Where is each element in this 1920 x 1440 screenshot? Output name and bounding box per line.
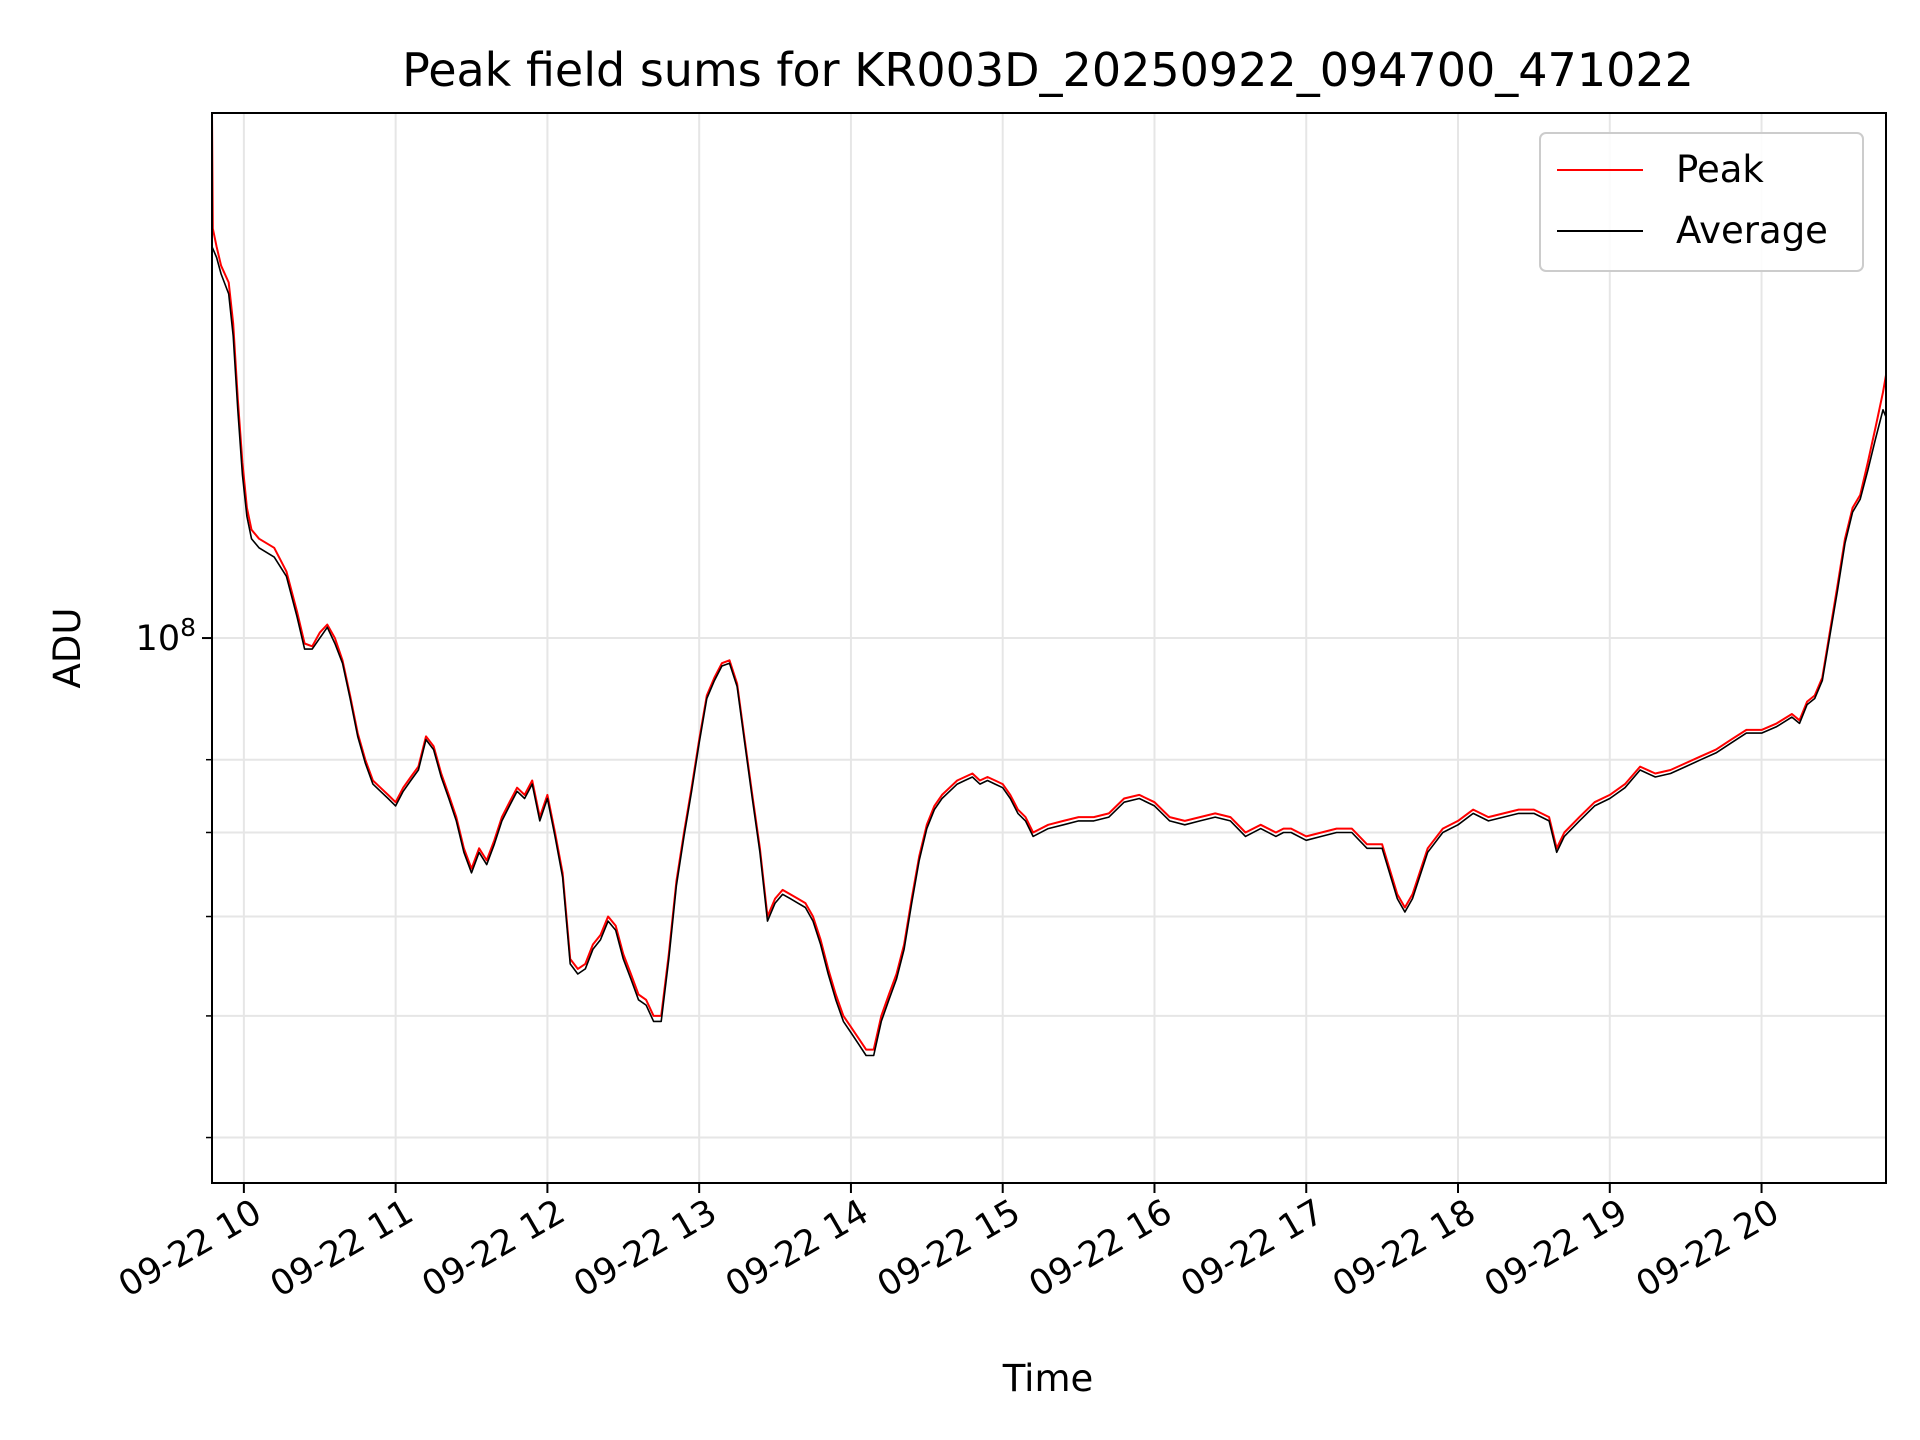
legend-box [1539,132,1864,272]
chart-title: Peak field sums for KR003D_20250922_0947… [402,43,1694,97]
legend: Peak Average [1539,132,1864,272]
plot-frame [211,112,1887,1184]
y-tick-label: 108 [136,613,196,659]
y-axis-label: ADU [46,608,89,689]
series-line-average [211,246,1887,1057]
series-line-peak [211,112,1887,1051]
grid [212,113,1886,1183]
y-axis-ticks: 108 [136,613,212,1139]
legend-label-peak: Peak [1676,148,1764,191]
legend-label-average: Average [1676,209,1828,252]
series-lines [211,112,1887,1057]
x-axis-label: Time [1002,1357,1094,1400]
